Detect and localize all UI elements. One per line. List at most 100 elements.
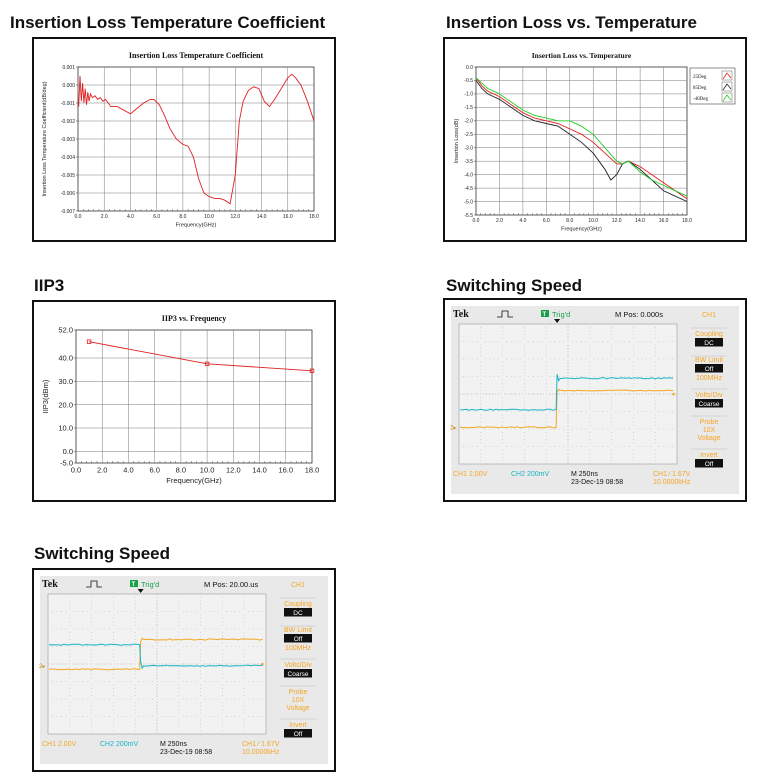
graticule-dot	[113, 608, 114, 609]
graticule-dot	[244, 650, 245, 651]
graticule-dot	[524, 352, 525, 353]
graticule-dot	[511, 429, 512, 430]
graticule-dot	[607, 394, 608, 395]
graticule-dot	[524, 457, 525, 458]
graticule-dot	[581, 429, 582, 430]
graticule-dot	[546, 345, 547, 346]
graticule-dot	[494, 359, 495, 360]
graticule-dot	[261, 681, 262, 682]
graticule-dot	[633, 443, 634, 444]
graticule-dot	[485, 446, 486, 447]
graticule-dot	[616, 429, 617, 430]
graticule-dot	[603, 411, 604, 412]
graticule-dot	[590, 425, 591, 426]
graticule-dot	[502, 348, 503, 349]
graticule-dot	[546, 425, 547, 426]
menu-invert-label: Invert	[289, 722, 307, 729]
graticule-dot	[244, 653, 245, 654]
graticule-dot	[209, 716, 210, 717]
graticule-dot	[161, 629, 162, 630]
graticule-dot	[235, 699, 236, 700]
graticule-dot	[655, 460, 656, 461]
menu-probe-value2: Voltage	[697, 435, 720, 442]
graticule-dot	[148, 681, 149, 682]
graticule-dot	[655, 373, 656, 374]
status-date: 23-Dec-19 08:58	[571, 479, 623, 486]
graticule-dot	[520, 376, 521, 377]
graticule-dot	[489, 446, 490, 447]
graticule-dot	[467, 446, 468, 447]
y-tick-label: 20.0	[58, 400, 73, 409]
graticule-dot	[515, 359, 516, 360]
graticule-dot	[135, 650, 136, 651]
graticule-dot	[524, 331, 525, 332]
menu-bw-freq: 100MHz	[285, 645, 312, 652]
graticule-dot	[104, 629, 105, 630]
graticule-dot	[463, 429, 464, 430]
graticule-dot	[244, 604, 245, 605]
graticule-dot	[135, 615, 136, 616]
graticule-dot	[555, 429, 556, 430]
menu-probe-value1: 10X	[703, 427, 716, 434]
graticule-dot	[563, 376, 564, 377]
graticule-dot	[655, 383, 656, 384]
graticule-dot	[91, 639, 92, 640]
graticule-dot	[485, 341, 486, 342]
graticule-dot	[157, 695, 158, 696]
graticule-dot	[481, 397, 482, 398]
graticule-dot	[91, 671, 92, 672]
graticule-dot	[113, 730, 114, 731]
graticule-dot	[70, 608, 71, 609]
graticule-dot	[61, 681, 62, 682]
graticule-dot	[633, 327, 634, 328]
graticule-dot	[70, 667, 71, 668]
scope-mpos: M Pos: 20.00.us	[204, 580, 258, 589]
graticule-dot	[590, 369, 591, 370]
graticule-dot	[257, 664, 258, 665]
graticule-dot	[135, 678, 136, 679]
graticule-dot	[91, 688, 92, 689]
graticule-dot	[161, 699, 162, 700]
graticule-dot	[568, 362, 569, 363]
graticule-dot	[502, 436, 503, 437]
status-ch1: CH1 2.00V	[453, 471, 488, 478]
graticule-dot	[200, 650, 201, 651]
graticule-dot	[485, 394, 486, 395]
graticule-dot	[590, 397, 591, 398]
y-tick-label: -5.5	[464, 213, 473, 219]
graticule-dot	[668, 394, 669, 395]
graticule-dot	[546, 404, 547, 405]
graticule-dot	[83, 681, 84, 682]
graticule-dot	[205, 629, 206, 630]
graticule-dot	[135, 625, 136, 626]
graticule-dot	[83, 646, 84, 647]
x-tick-label: 10.0	[588, 218, 598, 224]
graticule-dot	[113, 685, 114, 686]
x-tick-label: 4.0	[123, 466, 133, 475]
graticule-dot	[222, 678, 223, 679]
graticule-dot	[655, 418, 656, 419]
graticule-dot	[174, 611, 175, 612]
graticule-dot	[261, 611, 262, 612]
menu-bw-label: BW Limit	[284, 627, 312, 634]
menu-volts-value: Coarse	[288, 671, 309, 678]
graticule-dot	[646, 446, 647, 447]
graticule-dot	[524, 432, 525, 433]
graticule-dot	[542, 394, 543, 395]
graticule-dot	[502, 425, 503, 426]
graticule-dot	[664, 341, 665, 342]
menu-ch-header: CH1	[291, 582, 305, 589]
graticule-dot	[222, 625, 223, 626]
graticule-dot	[476, 446, 477, 447]
graticule-dot	[594, 341, 595, 342]
graticule-dot	[611, 460, 612, 461]
graticule-dot	[196, 664, 197, 665]
graticule-dot	[550, 359, 551, 360]
graticule-dot	[179, 597, 180, 598]
graticule-dot	[205, 699, 206, 700]
graticule-dot	[70, 643, 71, 644]
graticule-dot	[611, 345, 612, 346]
graticule-dot	[213, 629, 214, 630]
graticule-dot	[218, 611, 219, 612]
graticule-dot	[520, 446, 521, 447]
